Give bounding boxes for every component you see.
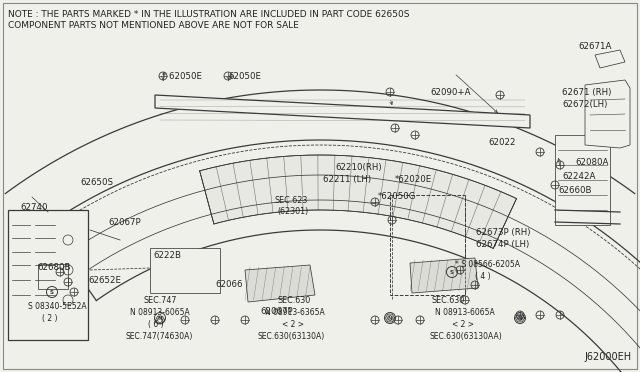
Text: SEC.623: SEC.623 xyxy=(275,196,308,205)
Text: SEC.747: SEC.747 xyxy=(143,296,177,305)
Text: *62050G: *62050G xyxy=(378,192,417,201)
Text: < 2 >: < 2 > xyxy=(452,320,474,329)
Text: 62067P: 62067P xyxy=(108,218,141,227)
Text: S: S xyxy=(50,289,54,295)
Text: 62242A: 62242A xyxy=(562,172,595,181)
Polygon shape xyxy=(245,265,315,302)
Text: S 08340-5E52A: S 08340-5E52A xyxy=(28,302,86,311)
Polygon shape xyxy=(200,155,516,248)
Text: *62020E: *62020E xyxy=(395,175,432,184)
Text: 62652E: 62652E xyxy=(88,276,121,285)
Text: S: S xyxy=(450,269,454,275)
Text: COMPONENT PARTS NOT MENTIONED ABOVE ARE NOT FOR SALE: COMPONENT PARTS NOT MENTIONED ABOVE ARE … xyxy=(8,21,299,30)
Text: N 08913-6065A: N 08913-6065A xyxy=(130,308,189,317)
Text: 62090+A: 62090+A xyxy=(430,88,470,97)
Text: 62211 (LH): 62211 (LH) xyxy=(323,175,371,184)
Text: SEC.630(63130AA): SEC.630(63130AA) xyxy=(430,332,503,341)
Text: N: N xyxy=(388,315,392,321)
Bar xyxy=(8,210,88,340)
Text: SEC.630(63130A): SEC.630(63130A) xyxy=(258,332,325,341)
Bar xyxy=(38,264,68,289)
Text: < 2 >: < 2 > xyxy=(282,320,304,329)
Text: J62000EH: J62000EH xyxy=(585,352,632,362)
Text: 62650S: 62650S xyxy=(80,178,113,187)
Text: 62067P: 62067P xyxy=(260,307,292,316)
Text: (62301): (62301) xyxy=(277,207,308,216)
Text: 6222B: 6222B xyxy=(153,251,181,260)
Text: 62660B: 62660B xyxy=(558,186,591,195)
Text: * 62050E: * 62050E xyxy=(162,72,202,81)
Text: N: N xyxy=(518,315,522,321)
Text: N 08913-6365A: N 08913-6365A xyxy=(265,308,324,317)
Text: 62674P (LH): 62674P (LH) xyxy=(476,240,529,249)
Text: 62210(RH): 62210(RH) xyxy=(335,163,381,172)
Polygon shape xyxy=(410,258,478,293)
Polygon shape xyxy=(595,50,625,68)
Text: NOTE : THE PARTS MARKED * IN THE ILLUSTRATION ARE INCLUDED IN PART CODE 62650S: NOTE : THE PARTS MARKED * IN THE ILLUSTR… xyxy=(8,10,410,19)
Text: ( 6 ): ( 6 ) xyxy=(148,320,164,329)
Text: 62671 (RH): 62671 (RH) xyxy=(562,88,611,97)
Text: SEC.630: SEC.630 xyxy=(432,296,465,305)
Text: ( 2 ): ( 2 ) xyxy=(42,314,58,323)
Bar xyxy=(555,135,610,225)
Text: ( 4 ): ( 4 ) xyxy=(475,272,491,281)
Text: SEC.630: SEC.630 xyxy=(278,296,311,305)
Polygon shape xyxy=(585,80,630,148)
Text: N 08913-6065A: N 08913-6065A xyxy=(435,308,495,317)
Bar xyxy=(150,248,220,293)
Bar xyxy=(390,195,465,295)
Text: 62680B: 62680B xyxy=(37,263,70,272)
Text: 62066: 62066 xyxy=(215,280,243,289)
Text: 62022: 62022 xyxy=(488,138,515,147)
Text: 62672(LH): 62672(LH) xyxy=(562,100,607,109)
Text: N: N xyxy=(157,315,163,321)
Polygon shape xyxy=(155,95,530,128)
Text: SEC.747(74630A): SEC.747(74630A) xyxy=(125,332,193,341)
Text: * S 08566-6205A: * S 08566-6205A xyxy=(455,260,520,269)
Text: 62740: 62740 xyxy=(20,203,47,212)
Text: 62080A: 62080A xyxy=(575,158,609,167)
Text: 62671A: 62671A xyxy=(578,42,611,51)
Text: 62673P (RH): 62673P (RH) xyxy=(476,228,531,237)
Text: 62050E: 62050E xyxy=(228,72,261,81)
